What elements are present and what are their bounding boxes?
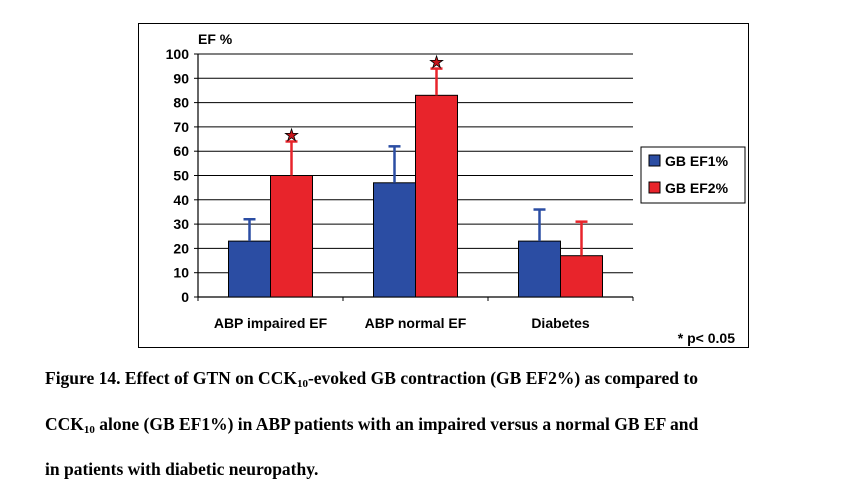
bar-1-3 [518, 240, 561, 298]
y-tick-label: 80 [173, 95, 189, 111]
category-label: ABP normal EF [365, 315, 467, 331]
legend-swatch [648, 181, 661, 194]
bar-chart: 0 10 20 30 40 50 60 70 80 90 100 EF % ★ ★ ABP impaired… [166, 31, 746, 346]
figure-caption-line-1: Figure 14. Effect of GTN on CCK10-evoked… [45, 368, 698, 390]
category-label: Diabetes [531, 315, 590, 331]
category-label: ABP impaired EF [214, 315, 328, 331]
bar-2-3 [560, 255, 603, 298]
y-axis-label: EF % [198, 31, 233, 47]
figure-caption-line-3: in patients with diabetic neuropathy. [45, 459, 319, 479]
y-tick-label: 50 [173, 168, 189, 184]
y-tick-label: 10 [173, 265, 189, 281]
y-tick-label: 90 [173, 70, 189, 86]
legend-label: GB EF1% [665, 153, 729, 169]
figure-caption-line-2: CCK10 alone (GB EF1%) in ABP patients wi… [45, 414, 699, 436]
legend-label: GB EF2% [665, 180, 729, 196]
bar-1-2 [373, 182, 416, 298]
significance-star: ★ [429, 53, 443, 72]
y-tick-label: 100 [166, 46, 190, 62]
y-tick-label: 60 [173, 143, 189, 159]
bar-2-1 [270, 175, 313, 298]
bar-2-2 [415, 94, 458, 298]
significance-star: ★ [284, 125, 298, 144]
y-tick-label: 0 [181, 289, 189, 305]
y-tick-label: 30 [173, 216, 189, 232]
y-tick-label: 20 [173, 240, 189, 256]
legend-swatch [648, 154, 661, 167]
y-tick-label: 70 [173, 119, 189, 135]
y-tick-label: 40 [173, 192, 189, 208]
bar-1-1 [228, 240, 271, 298]
chart-frame: 0 10 20 30 40 50 60 70 80 90 100 EF % ★ ★ ABP impaired… [138, 23, 749, 348]
footnote: * p< 0.05 [678, 330, 735, 346]
